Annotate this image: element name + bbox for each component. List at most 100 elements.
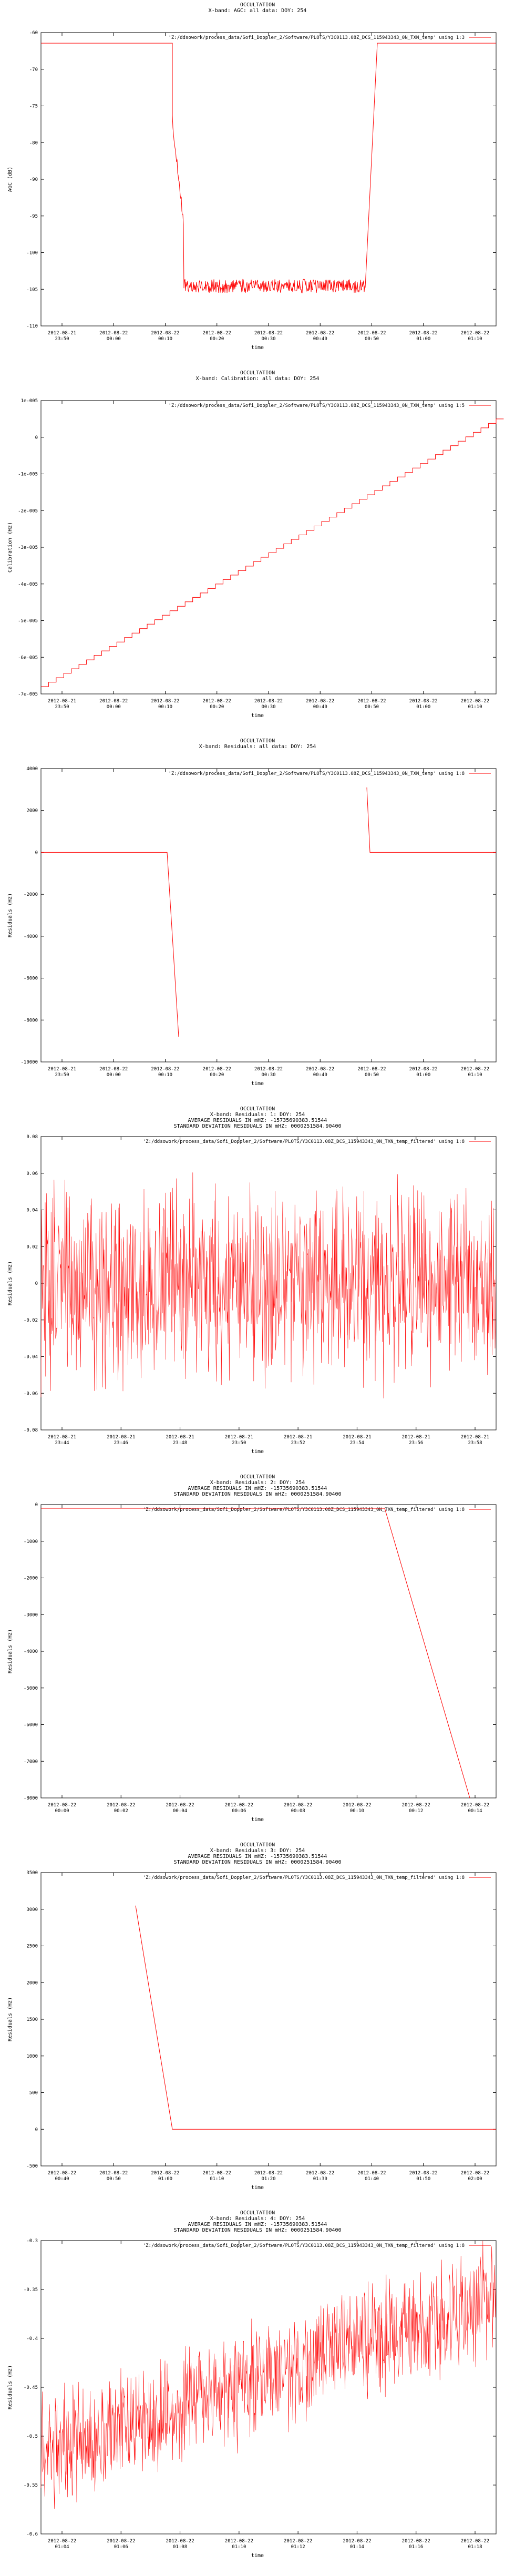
x-tick-label: 2012-08-22: [48, 2539, 76, 2544]
y-tick-label: 500: [29, 2091, 38, 2096]
y-tick-label: -1000: [24, 1539, 38, 1545]
y-tick-label: -10000: [20, 1060, 38, 1065]
x-tick-label-time: 00:10: [350, 1808, 364, 1814]
chart-panel-3: OCCULTATION X-band: Residuals: all data: …: [0, 736, 515, 1104]
y-tick-label: 0.06: [26, 1171, 38, 1177]
series-line: [40, 1172, 496, 1398]
x-tick-label: 2012-08-22: [409, 699, 438, 704]
x-tick-label-time: 01:40: [365, 2176, 379, 2182]
y-tick-label: -500: [26, 2164, 38, 2169]
series-path: [41, 1508, 470, 1798]
x-tick-label: 2012-08-21: [225, 1435, 253, 1440]
chart-subtitle: AVERAGE RESIDUALS IN mHZ: -15735690383.5…: [188, 1854, 327, 1859]
y-tick-label: -0.5: [26, 2434, 38, 2439]
y-tick-label: 1e-005: [20, 398, 38, 404]
x-tick-label: 2012-08-21: [48, 1067, 76, 1072]
legend-label: 'Z:/ddsowork/process_data/Sofi_Doppler_2…: [143, 1139, 465, 1144]
x-tick-label: 2012-08-21: [48, 1435, 76, 1440]
chart-subtitle: X-band: Residuals: 3: DOY: 254: [210, 1848, 305, 1854]
x-tick-label: 2012-08-22: [461, 2171, 489, 2176]
y-tick-label: -0.04: [24, 1355, 38, 1360]
x-tick-label-time: 23:50: [232, 1440, 246, 1446]
y-axis-label: Residuals (Hz): [7, 1261, 13, 1305]
x-tick-label-time: 00:30: [261, 1072, 275, 1078]
chart-subtitle: X-band: Residuals: 2: DOY: 254: [210, 1480, 305, 1486]
x-tick-label: 2012-08-22: [107, 2539, 135, 2544]
x-tick-label: 2012-08-22: [357, 331, 386, 336]
x-tick-label-time: 00:10: [158, 704, 172, 710]
x-tick-label: 2012-08-21: [402, 1435, 430, 1440]
legend-label: 'Z:/ddsowork/process_data/Sofi_Doppler_2…: [143, 1507, 465, 1512]
x-tick-label: 2012-08-22: [306, 699, 334, 704]
series-line: [41, 1508, 470, 1798]
legend: 'Z:/ddsowork/process_data/Sofi_Doppler_2…: [143, 1507, 491, 1512]
x-tick-label-time: 23:46: [114, 1440, 128, 1446]
y-axis-label: Residuals (Hz): [7, 893, 13, 937]
chart-subtitle: AVERAGE RESIDUALS IN mHZ: -15735690383.5…: [188, 1486, 327, 1491]
x-tick-label-time: 01:04: [55, 2544, 69, 2550]
legend: 'Z:/ddsowork/process_data/Sofi_Doppler_2…: [143, 1139, 491, 1144]
x-tick-label-time: 01:00: [416, 1072, 430, 1078]
plot-frame: [40, 768, 497, 1062]
y-tick-label: 3000: [26, 1907, 38, 1913]
chart-title: OCCULTATION: [240, 1106, 275, 1112]
x-tick-label: 2012-08-22: [461, 1803, 489, 1808]
x-axis-label: time: [251, 2553, 264, 2559]
chart-panel-7: OCCULTATION X-band: Residuals: 4: DOY: 25…: [0, 2208, 515, 2576]
legend: 'Z:/ddsowork/process_data/Sofi_Doppler_2…: [168, 771, 491, 776]
series-line: [41, 43, 496, 293]
y-tick-label: 0.02: [26, 1244, 38, 1250]
legend-label: 'Z:/ddsowork/process_data/Sofi_Doppler_2…: [143, 1875, 465, 1880]
x-tick-label: 2012-08-22: [461, 331, 489, 336]
y-tick-label: -2000: [24, 1576, 38, 1581]
y-tick-label: 0: [35, 850, 38, 855]
legend-label: 'Z:/ddsowork/process_data/Sofi_Doppler_2…: [168, 403, 465, 408]
series-path: [41, 787, 496, 1037]
x-tick-label-time: 01:08: [173, 2544, 187, 2550]
y-tick-label: -2e-005: [18, 508, 38, 514]
x-tick-label: 2012-08-22: [107, 1803, 135, 1808]
y-tick-label: -5e-005: [18, 619, 38, 624]
y-tick-label: -6e-005: [18, 655, 38, 660]
x-tick-label-time: 00:50: [365, 704, 379, 710]
x-tick-label-time: 00:00: [55, 1808, 69, 1814]
y-tick-label: -0.55: [24, 2483, 38, 2488]
series-path: [41, 418, 504, 687]
chart-title: OCCULTATION: [240, 2, 275, 8]
x-tick-label-time: 01:00: [416, 336, 430, 342]
chart-title: OCCULTATION: [240, 2210, 275, 2216]
y-tick-label: -60: [29, 30, 38, 36]
x-tick-label: 2012-08-22: [99, 699, 128, 704]
x-axis-label: time: [251, 1449, 264, 1455]
x-tick-label-time: 01:18: [468, 2544, 482, 2550]
y-tick-label: -110: [26, 324, 38, 329]
y-tick-label: -0.35: [24, 2287, 38, 2293]
x-tick-label-time: 23:58: [468, 1440, 482, 1446]
x-tick-label-time: 01:00: [416, 704, 430, 710]
x-tick-label-time: 00:40: [55, 2176, 69, 2182]
y-tick-label: -0.4: [26, 2336, 38, 2342]
legend: 'Z:/ddsowork/process_data/Sofi_Doppler_2…: [168, 403, 491, 408]
x-tick-label-time: 01:50: [416, 2176, 430, 2182]
series-path: [41, 43, 496, 293]
y-tick-label: -8000: [24, 1796, 38, 1801]
chart-title: OCCULTATION: [240, 1842, 275, 1848]
legend-label: 'Z:/ddsowork/process_data/Sofi_Doppler_2…: [143, 2243, 465, 2248]
x-tick-label-time: 23:44: [55, 1440, 69, 1446]
x-tick-label: 2012-08-22: [306, 331, 334, 336]
series-path: [40, 2241, 496, 2509]
x-tick-label: 2012-08-22: [225, 1803, 253, 1808]
y-tick-label: -6000: [24, 1723, 38, 1728]
x-tick-label: 2012-08-21: [166, 1435, 194, 1440]
x-tick-label: 2012-08-22: [402, 1803, 430, 1808]
x-tick-label-time: 01:16: [409, 2544, 423, 2550]
chart-subtitle: X-band: AGC: all data: DOY: 254: [209, 8, 307, 14]
x-tick-label-time: 01:10: [468, 336, 482, 342]
x-tick-label-time: 00:12: [409, 1808, 423, 1814]
y-tick-label: -7e-005: [18, 692, 38, 697]
chart-subtitle: X-band: Residuals: 4: DOY: 254: [210, 2216, 305, 2222]
